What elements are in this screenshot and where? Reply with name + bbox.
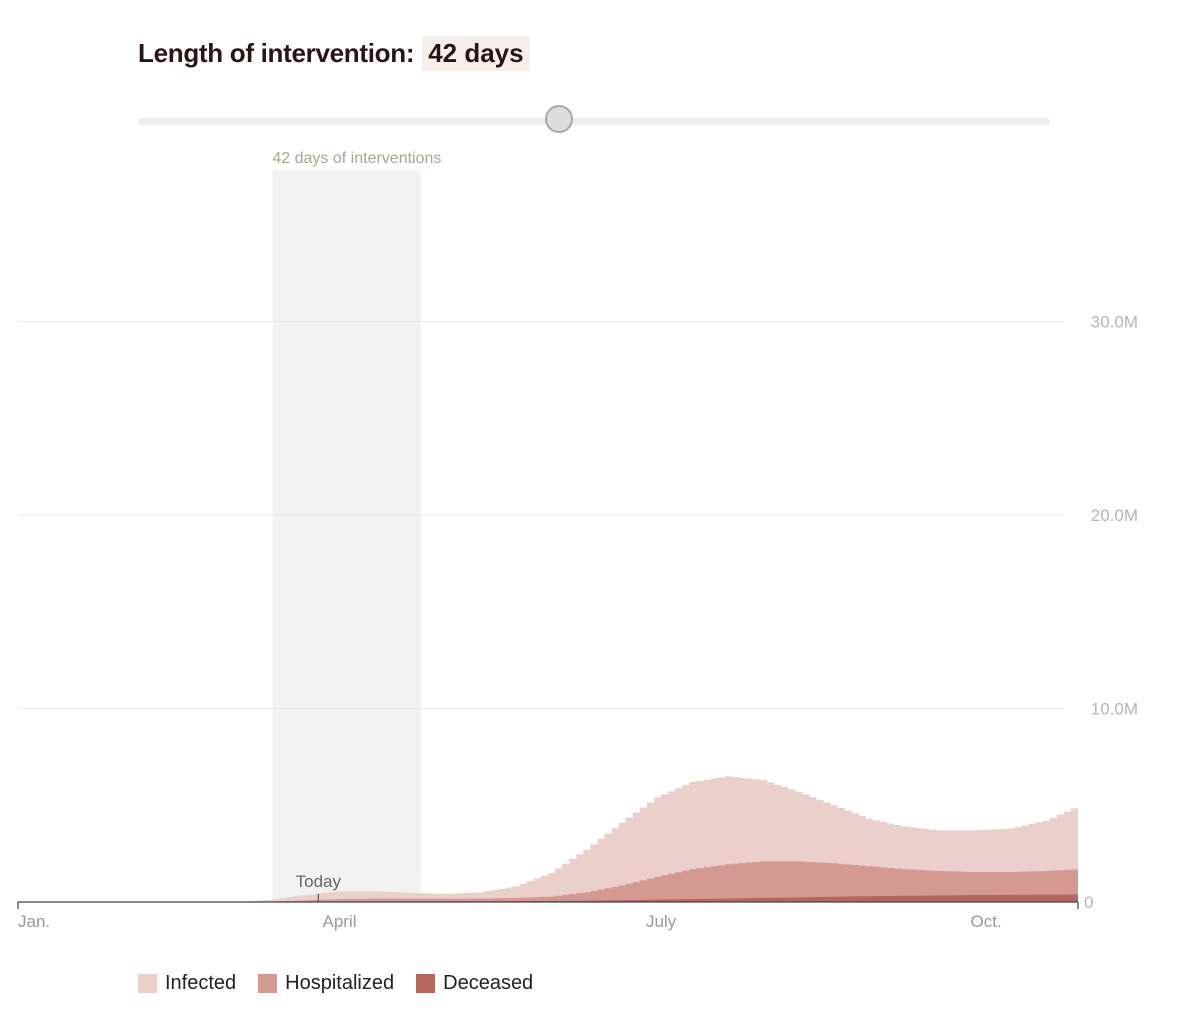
intervention-slider[interactable] bbox=[138, 101, 1050, 141]
intervention-length-value: 42 days bbox=[422, 36, 530, 71]
legend-label: Infected bbox=[165, 972, 237, 994]
y-tick-label: 0 bbox=[1084, 893, 1093, 912]
legend-item-infected: Infected bbox=[138, 972, 236, 995]
y-tick-label: 30.0M bbox=[1091, 313, 1138, 332]
chart-legend: Infected Hospitalized Deceased bbox=[138, 972, 555, 995]
hospitalized-area bbox=[18, 861, 1078, 902]
y-tick-label: 10.0M bbox=[1091, 700, 1138, 719]
x-tick-label: Jan. bbox=[18, 912, 50, 931]
slider-track[interactable] bbox=[138, 118, 1050, 125]
intervention-band-label: 42 days of interventions bbox=[272, 150, 441, 167]
legend-swatch bbox=[416, 974, 436, 993]
x-tick-label: Oct. bbox=[971, 912, 1002, 931]
x-tick-label: July bbox=[646, 912, 677, 931]
intervention-header: Length of intervention: 42 days bbox=[138, 36, 530, 71]
intervention-length-label: Length of intervention: bbox=[138, 38, 415, 68]
intervention-band bbox=[272, 170, 421, 902]
x-tick-label: April bbox=[323, 912, 357, 931]
deceased-area bbox=[18, 894, 1078, 902]
legend-swatch bbox=[258, 974, 278, 993]
legend-label: Deceased bbox=[443, 972, 534, 994]
y-tick-label: 20.0M bbox=[1091, 506, 1138, 525]
slider-thumb[interactable] bbox=[544, 105, 573, 133]
epidemic-area-chart: 42 days of interventions 30.0M 20.0M 10.0M 0… bbox=[17, 150, 1138, 931]
legend-item-deceased: Deceased bbox=[416, 972, 533, 995]
legend-swatch bbox=[138, 974, 157, 993]
legend-item-hospitalized: Hospitalized bbox=[258, 972, 394, 995]
legend-label: Hospitalized bbox=[285, 972, 395, 994]
today-label: Today bbox=[296, 872, 342, 891]
